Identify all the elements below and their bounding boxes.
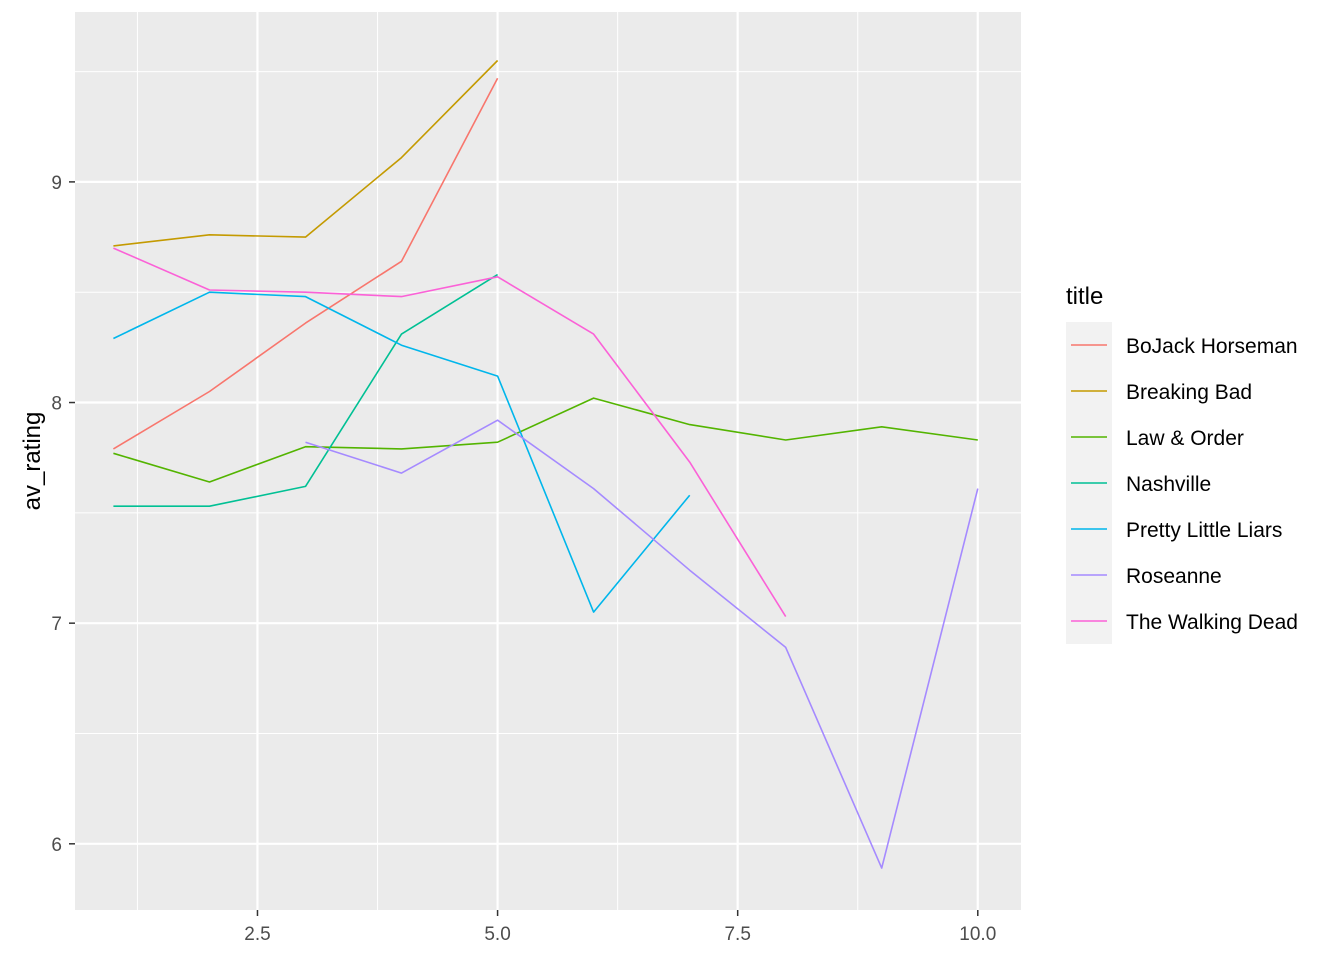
- y-axis-title: av_rating: [19, 412, 46, 511]
- legend-label: Roseanne: [1126, 565, 1222, 588]
- y-tick-label: 7: [51, 614, 62, 635]
- x-tick-label: 7.5: [724, 924, 750, 945]
- legend-item: The Walking Dead: [1066, 598, 1298, 644]
- legend-item: BoJack Horseman: [1066, 322, 1298, 368]
- series-line-breaking-bad: [113, 59, 499, 247]
- series-line-law-order: [113, 397, 978, 483]
- series-line-nashville: [113, 273, 499, 508]
- legend-title: title: [1066, 283, 1103, 310]
- x-tick-label: 2.5: [244, 924, 270, 945]
- legend-item: Pretty Little Liars: [1066, 506, 1282, 552]
- legend-item: Nashville: [1066, 460, 1211, 506]
- series-line-pretty-little-liars: [113, 291, 691, 613]
- legend-label: Law & Order: [1126, 427, 1244, 450]
- legend-item: Roseanne: [1066, 552, 1222, 598]
- legend-label: Breaking Bad: [1126, 381, 1252, 404]
- axes: 2.5 5.0 7.5 10.0 6 7 8 9: [51, 173, 996, 945]
- plot-panel: [75, 12, 1021, 910]
- legend-label: BoJack Horseman: [1126, 335, 1298, 358]
- legend-label: The Walking Dead: [1126, 611, 1298, 634]
- legend-label: Pretty Little Liars: [1126, 519, 1282, 542]
- y-tick-label: 8: [51, 394, 62, 415]
- series-line-bojack-horseman: [112, 77, 499, 450]
- legend-item: Breaking Bad: [1066, 368, 1252, 414]
- series-line-roseanne: [305, 419, 979, 869]
- legend-label: Nashville: [1126, 473, 1211, 496]
- x-tick-label: 5.0: [484, 924, 510, 945]
- grid-lines: [75, 12, 1021, 910]
- panel-background: [75, 12, 1021, 910]
- series-lines: [112, 59, 979, 869]
- x-tick-label: 10.0: [959, 924, 996, 945]
- series-line-the-walking-dead: [113, 247, 787, 618]
- y-tick-label: 6: [51, 835, 62, 856]
- legend: title BoJack Horseman Breaking Bad Law & O…: [1066, 283, 1298, 644]
- y-tick-label: 9: [51, 173, 62, 194]
- legend-item: Law & Order: [1066, 414, 1244, 460]
